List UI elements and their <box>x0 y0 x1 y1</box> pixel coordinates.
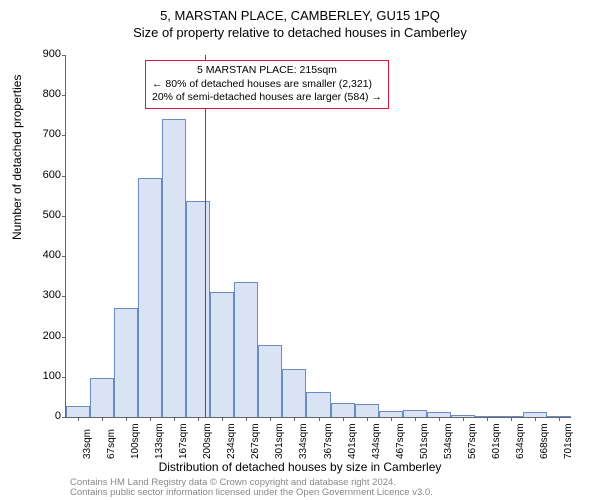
histogram-bar <box>355 404 379 417</box>
callout-line-3: 20% of semi-detached houses are larger (… <box>152 91 382 105</box>
x-tick-label: 601sqm <box>491 423 502 459</box>
x-tick-label: 100sqm <box>130 423 141 459</box>
x-tick-mark <box>294 417 295 421</box>
callout-line-1: 5 MARSTAN PLACE: 215sqm <box>152 64 382 78</box>
y-tick-label: 100 <box>26 370 61 382</box>
x-tick-mark <box>415 417 416 421</box>
y-tick-mark <box>62 377 66 378</box>
x-tick-mark <box>246 417 247 421</box>
x-tick-label: 668sqm <box>539 423 550 459</box>
histogram-bar <box>210 292 234 417</box>
x-tick-label: 133sqm <box>154 423 165 459</box>
histogram-bar <box>162 119 186 417</box>
x-tick-mark <box>535 417 536 421</box>
x-tick-label: 367sqm <box>323 423 334 459</box>
x-tick-label: 301sqm <box>274 423 285 459</box>
histogram-bar <box>90 378 114 417</box>
x-tick-label: 634sqm <box>515 423 526 459</box>
x-tick-label: 67sqm <box>106 429 117 459</box>
histogram-bar <box>306 392 330 417</box>
footer-line-2: Contains public sector information licen… <box>70 488 433 498</box>
y-tick-label: 200 <box>26 330 61 342</box>
x-tick-label: 467sqm <box>395 423 406 459</box>
callout-box: 5 MARSTAN PLACE: 215sqm ← 80% of detache… <box>145 60 389 109</box>
y-tick-mark <box>62 417 66 418</box>
x-tick-label: 567sqm <box>467 423 478 459</box>
y-tick-mark <box>62 95 66 96</box>
x-tick-mark <box>487 417 488 421</box>
x-tick-label: 33sqm <box>82 429 93 459</box>
y-tick-label: 300 <box>26 289 61 301</box>
histogram-bar <box>114 308 138 417</box>
histogram-bar <box>258 345 282 417</box>
x-tick-mark <box>126 417 127 421</box>
histogram-bar <box>186 201 210 417</box>
y-tick-label: 0 <box>26 410 61 422</box>
x-tick-mark <box>78 417 79 421</box>
y-axis-label: Number of detached properties <box>10 75 24 240</box>
x-tick-label: 167sqm <box>178 423 189 459</box>
y-tick-label: 600 <box>26 169 61 181</box>
y-tick-mark <box>62 176 66 177</box>
x-tick-mark <box>511 417 512 421</box>
callout-line-2: ← 80% of detached houses are smaller (2,… <box>152 78 382 92</box>
x-tick-label: 434sqm <box>371 423 382 459</box>
y-tick-label: 800 <box>26 88 61 100</box>
x-tick-mark <box>559 417 560 421</box>
x-tick-label: 401sqm <box>347 423 358 459</box>
x-tick-mark <box>319 417 320 421</box>
indicator-line <box>205 55 206 417</box>
y-tick-label: 500 <box>26 209 61 221</box>
x-tick-mark <box>367 417 368 421</box>
histogram-chart: 010020030040050060070080090033sqm67sqm10… <box>65 55 570 417</box>
x-tick-label: 501sqm <box>419 423 430 459</box>
page-title: 5, MARSTAN PLACE, CAMBERLEY, GU15 1PQ <box>0 0 600 23</box>
y-tick-mark <box>62 296 66 297</box>
y-tick-label: 400 <box>26 249 61 261</box>
x-tick-mark <box>102 417 103 421</box>
x-tick-mark <box>174 417 175 421</box>
x-tick-label: 701sqm <box>563 423 574 459</box>
histogram-bar <box>331 403 355 417</box>
x-axis-label: Distribution of detached houses by size … <box>0 460 600 474</box>
x-tick-mark <box>222 417 223 421</box>
y-tick-mark <box>62 337 66 338</box>
x-tick-mark <box>198 417 199 421</box>
x-tick-label: 234sqm <box>226 423 237 459</box>
y-tick-mark <box>62 216 66 217</box>
x-tick-mark <box>463 417 464 421</box>
footer-attribution: Contains HM Land Registry data © Crown c… <box>70 478 433 499</box>
x-tick-label: 534sqm <box>443 423 454 459</box>
histogram-bar <box>66 406 90 417</box>
x-tick-label: 267sqm <box>250 423 261 459</box>
histogram-bar <box>282 369 306 417</box>
x-tick-mark <box>391 417 392 421</box>
y-tick-mark <box>62 135 66 136</box>
x-tick-mark <box>343 417 344 421</box>
x-tick-mark <box>150 417 151 421</box>
page-subtitle: Size of property relative to detached ho… <box>0 23 600 40</box>
y-tick-label: 900 <box>26 48 61 60</box>
histogram-bar <box>403 410 427 417</box>
y-tick-mark <box>62 256 66 257</box>
y-tick-mark <box>62 55 66 56</box>
x-tick-mark <box>270 417 271 421</box>
x-tick-label: 334sqm <box>298 423 309 459</box>
x-tick-mark <box>439 417 440 421</box>
x-tick-label: 200sqm <box>202 423 213 459</box>
plot-area: 010020030040050060070080090033sqm67sqm10… <box>65 55 571 418</box>
histogram-bar <box>234 282 258 417</box>
y-tick-label: 700 <box>26 128 61 140</box>
histogram-bar <box>138 178 162 417</box>
